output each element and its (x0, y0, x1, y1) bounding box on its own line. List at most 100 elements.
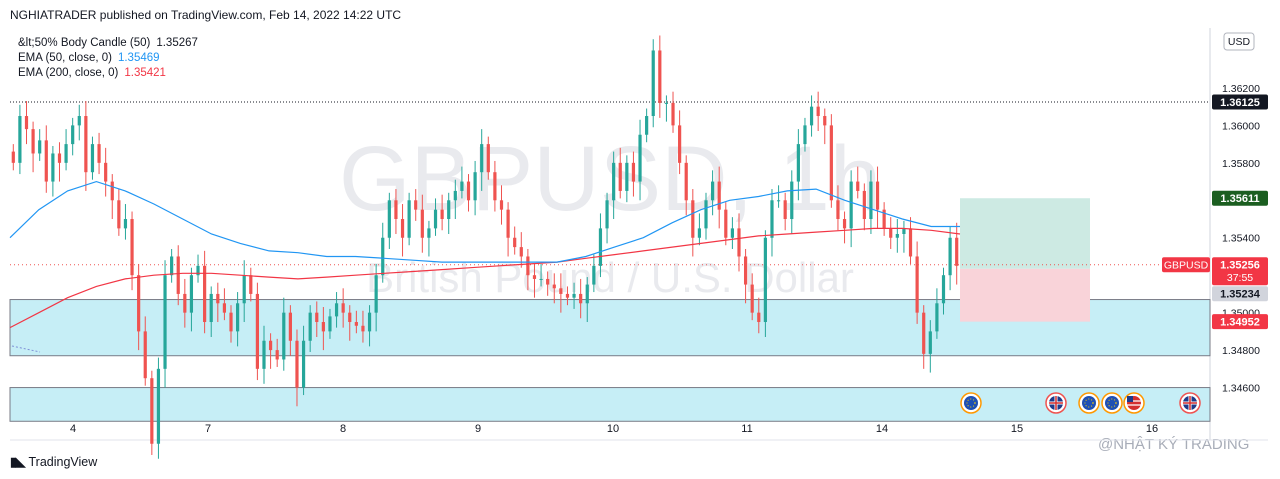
support-zone-lower[interactable] (9, 387, 1211, 422)
drawing-stub[interactable] (11, 345, 41, 353)
candle-body (440, 209, 444, 220)
candle-body (955, 237, 959, 266)
candle-body (447, 200, 451, 220)
candle-body (836, 200, 840, 220)
us-flag-icon (1123, 392, 1145, 414)
candle-body (842, 219, 847, 229)
candle-body (915, 256, 919, 313)
candle-body (315, 312, 319, 323)
legend-value: 1.35469 (117, 52, 160, 64)
candle-body (941, 275, 946, 304)
candle-body (57, 153, 62, 163)
candle-body (493, 172, 497, 201)
candle-body (908, 228, 913, 257)
candle-body (783, 200, 787, 220)
candle-body (809, 106, 814, 126)
position-profit-area[interactable] (960, 198, 1090, 269)
candle-body (321, 322, 325, 332)
candle-body (922, 312, 926, 354)
currency-label: USD (1228, 36, 1251, 48)
uk-flag-icon (1179, 392, 1201, 414)
candle-body (862, 190, 866, 220)
candle-body (414, 200, 418, 210)
price-axis[interactable]: 1.362001.360001.358001.354001.350001.348… (1222, 83, 1260, 395)
legend-row-ema200[interactable]: EMA (200, close, 0) 1.35421 (18, 66, 198, 81)
tradingview-logo[interactable]: ▮◣ TradingView (10, 454, 97, 469)
candle-body (592, 265, 596, 285)
candle-body (928, 331, 932, 354)
candle-body (38, 140, 42, 154)
candle-body (24, 116, 29, 130)
y-tick-label: 1.34800 (1222, 345, 1260, 357)
candle-body (579, 293, 583, 304)
candle-body (196, 265, 200, 276)
x-tick-label: 16 (1146, 423, 1158, 435)
candle-body (64, 144, 68, 163)
candle-body (790, 181, 794, 220)
x-tick-label: 4 (70, 423, 76, 435)
event-icons[interactable] (960, 392, 1201, 414)
candle-body (374, 275, 378, 313)
candle-body (216, 293, 220, 304)
candle-body (565, 293, 570, 298)
svg-text:1.35234: 1.35234 (1220, 289, 1261, 301)
svg-text:1.36125: 1.36125 (1220, 97, 1260, 109)
candle-body (631, 162, 636, 182)
candle-body (255, 293, 259, 369)
candle-body (664, 102, 669, 104)
candle-body (308, 312, 312, 341)
candle-body (387, 200, 391, 238)
candle-body (163, 275, 167, 369)
legend-value: 1.35421 (124, 67, 166, 79)
candle-body (532, 275, 537, 279)
candle-body (282, 312, 286, 360)
candle-body (684, 162, 688, 201)
candle-body (104, 162, 108, 182)
legend-label: EMA (50, close, 0) (18, 52, 112, 64)
indicator-legend: &lt;50% Body Candle (50) 1.35267 EMA (50,… (18, 36, 198, 81)
candle-body (394, 200, 398, 220)
legend-row-body-candle[interactable]: &lt;50% Body Candle (50) 1.35267 (18, 36, 198, 51)
candle-body (499, 200, 504, 210)
position-loss-area[interactable] (960, 268, 1090, 322)
candle-body (90, 144, 95, 173)
candle-body (513, 237, 517, 248)
time-axis[interactable]: 4 7 8 9 10 11 14 15 16 (70, 423, 1158, 435)
candle-body (671, 102, 675, 126)
legend-value: 1.35267 (156, 37, 198, 49)
candle-body (645, 116, 649, 135)
candle-body (691, 200, 695, 238)
candle-body (420, 209, 424, 238)
x-tick-label: 15 (1011, 423, 1023, 435)
candle-body (737, 228, 741, 257)
candle-body (889, 228, 893, 238)
candle-body (724, 209, 728, 238)
candle-body (770, 200, 774, 238)
candle-body (381, 237, 385, 276)
candle-body (598, 228, 603, 266)
currency-button[interactable] (1223, 32, 1255, 51)
candle-body (875, 181, 880, 210)
publisher-line: NGHIATRADER published on TradingView.com… (10, 8, 402, 22)
candle-body (625, 162, 629, 191)
y-tick-label: 1.35400 (1222, 233, 1260, 245)
candle-body (856, 181, 860, 191)
candle-body (460, 181, 464, 191)
candle-body (935, 303, 939, 332)
legend-label: EMA (200, close, 0) (18, 67, 119, 79)
brand-name: TradingView (28, 455, 98, 469)
x-tick-label: 9 (475, 423, 481, 435)
candle-body (354, 322, 358, 326)
legend-row-ema50[interactable]: EMA (50, close, 0) 1.35469 (18, 51, 198, 66)
candle-body (288, 312, 292, 341)
candle-body (295, 340, 299, 388)
candle-body (658, 50, 662, 103)
candle-body (539, 278, 543, 280)
candle-body (209, 293, 213, 323)
eu-flag-icon (1078, 392, 1100, 414)
candle-body (328, 316, 332, 332)
candle-body (150, 378, 154, 444)
y-tick-label: 1.36200 (1222, 83, 1260, 95)
candle-body (757, 312, 761, 323)
